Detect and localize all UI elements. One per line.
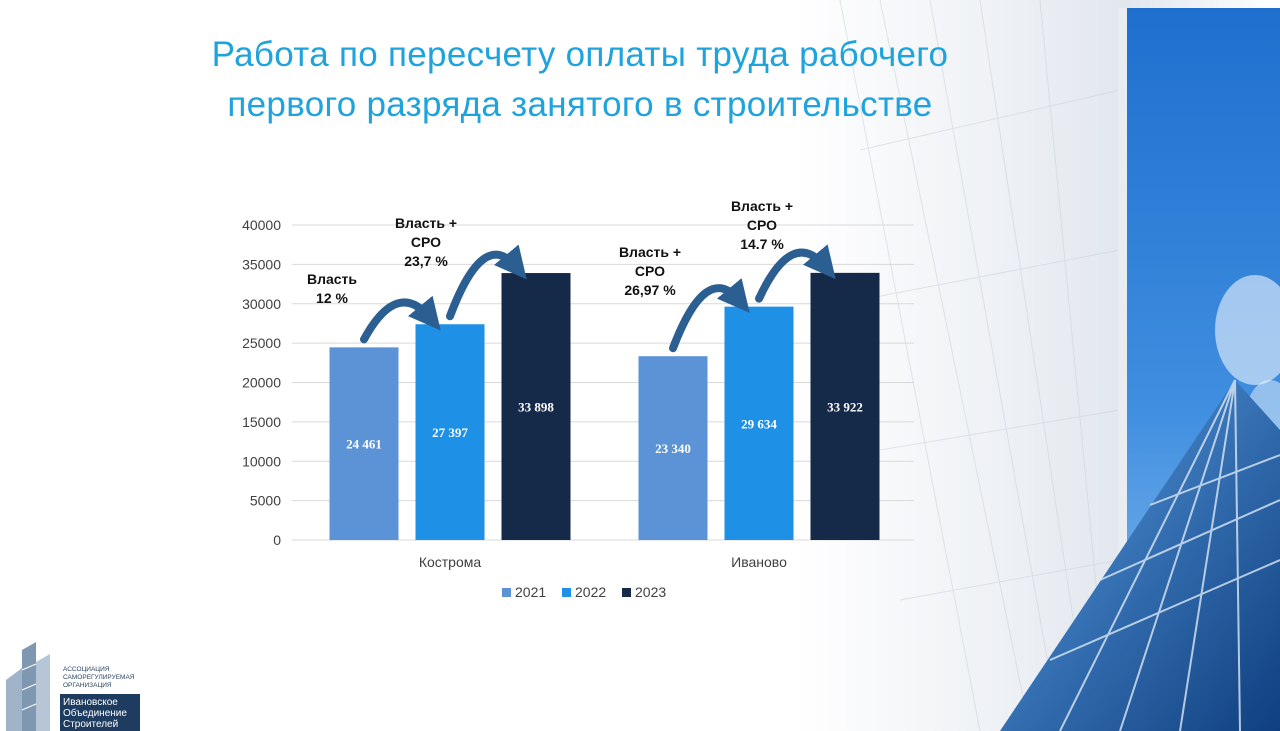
bar-value-label: 33 898 — [518, 400, 554, 415]
title-line-2: первого разряда занятого в строительстве — [227, 85, 933, 124]
growth-annotation: Власть + СРО 26,97 % — [619, 244, 681, 298]
growth-arrow — [360, 295, 441, 344]
bar-value-label: 24 461 — [346, 437, 382, 452]
bar-value-label: 23 340 — [655, 441, 691, 456]
logo-name-band — [60, 694, 140, 731]
bar — [810, 272, 880, 540]
legend-label: 2021 — [515, 584, 546, 600]
growth-arrow — [446, 244, 527, 321]
bar — [415, 324, 485, 540]
slide-title: Работа по пересчету оплаты труда рабочег… — [120, 30, 1040, 130]
y-tick-label: 30000 — [242, 296, 281, 312]
y-tick-label: 5000 — [250, 493, 281, 509]
growth-annotation: Власть 12 % — [307, 271, 357, 306]
growth-annotation: Власть + СРО 14.7 % — [731, 198, 793, 252]
legend-swatch — [562, 588, 571, 597]
bar — [329, 347, 399, 540]
bar — [638, 356, 708, 540]
faded-structure-lines — [839, 0, 1121, 731]
panel-divider — [1118, 8, 1127, 731]
logo-building-icon — [6, 642, 50, 731]
cloud — [1215, 275, 1280, 385]
logo-small-line-3: ОРГАНИЗАЦИЯ — [63, 682, 112, 689]
logo-small-line-1: АССОЦИАЦИЯ — [63, 666, 110, 673]
growth-arrow — [755, 244, 836, 303]
logo-name-line-1: Ивановское — [63, 697, 118, 708]
legend-label: 2022 — [575, 584, 606, 600]
y-tick-label: 40000 — [242, 217, 281, 233]
bar — [501, 273, 571, 540]
bar-value-label: 33 922 — [827, 399, 863, 414]
x-category-label: Иваново — [731, 554, 787, 570]
bar-value-label: 29 634 — [741, 416, 777, 431]
logo: АССОЦИАЦИЯ САМОРЕГУЛИРУЕМАЯ ОРГАНИЗАЦИЯ — [0, 640, 150, 731]
title-line-1: Работа по пересчету оплаты труда рабочег… — [211, 35, 949, 74]
y-tick-label: 20000 — [242, 375, 281, 391]
bar-value-label: 27 397 — [432, 425, 468, 440]
y-tick-label: 10000 — [242, 453, 281, 469]
y-tick-label: 0 — [273, 532, 281, 548]
legend-label: 2023 — [635, 584, 666, 600]
growth-arrow — [669, 278, 750, 353]
y-tick-label: 15000 — [242, 414, 281, 430]
tower-frame — [1049, 379, 1280, 731]
glass-tower — [1000, 380, 1280, 731]
logo-small-line-2: САМОРЕГУЛИРУЕМАЯ — [63, 674, 135, 681]
legend-swatch — [502, 588, 511, 597]
legend-swatch — [622, 588, 631, 597]
bar — [724, 306, 794, 540]
logo-name-line-2: Объединение — [63, 708, 127, 719]
logo-name-line-3: Строителей — [63, 719, 119, 730]
growth-annotation: Власть + СРО 23,7 % — [395, 215, 457, 269]
x-category-label: Кострома — [419, 554, 482, 570]
y-tick-label: 35000 — [242, 256, 281, 272]
y-tick-label: 25000 — [242, 335, 281, 351]
